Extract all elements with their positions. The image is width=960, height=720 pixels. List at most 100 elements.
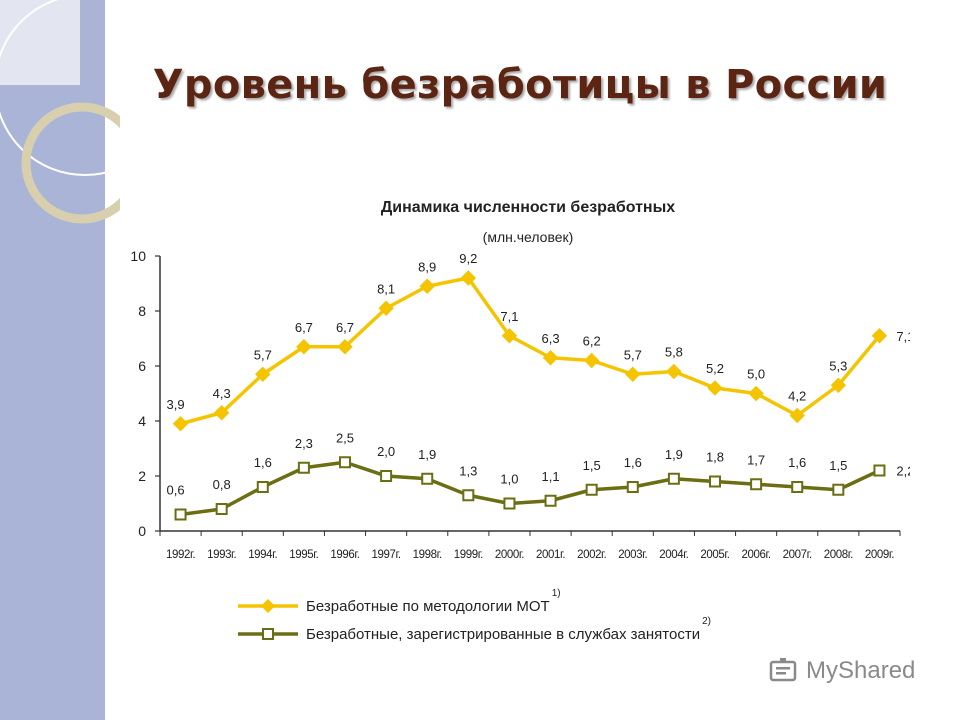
data-label: 5,8 — [665, 345, 683, 360]
data-label: 7,1 — [500, 309, 518, 324]
data-point-registered — [380, 470, 393, 482]
data-point-registered — [174, 508, 187, 521]
deco-ring-gold — [21, 102, 120, 224]
legend-marker-square — [262, 628, 274, 640]
data-point-registered — [832, 483, 845, 496]
data-label: 1,5 — [829, 458, 847, 473]
data-label: 4,2 — [788, 389, 806, 404]
data-label: 5,7 — [254, 347, 272, 362]
y-tick-label: 2 — [138, 468, 146, 484]
data-point-mot — [542, 350, 559, 366]
data-label: 0,8 — [213, 477, 231, 492]
data-label: 1,0 — [500, 472, 518, 487]
data-point-registered — [626, 481, 639, 493]
data-point-registered — [421, 472, 434, 485]
data-label: 2,5 — [336, 430, 354, 445]
x-tick-label: 1996г. — [330, 549, 359, 561]
x-tick-label: 1994г. — [248, 549, 277, 561]
deco-square — [0, 0, 80, 85]
data-label: 1,9 — [418, 447, 436, 462]
deco-ring-large — [0, 0, 120, 176]
legend-footnote-mark: 1) — [552, 588, 561, 599]
chart-axes: 0 2 4 6 8 10 1992г. 1993г. 1994г. 1995г. 1996г. 199… — [130, 248, 901, 561]
y-tick-label: 0 — [138, 523, 146, 539]
x-tick-label: 2006г. — [742, 549, 771, 561]
data-point-mot — [748, 385, 764, 402]
data-point-registered — [503, 497, 516, 510]
legend-footnote-mark: 2) — [702, 616, 711, 627]
y-tick-label: 6 — [138, 358, 146, 374]
data-label: 4,3 — [213, 386, 231, 401]
data-point-mot — [830, 377, 847, 393]
data-label: 1,6 — [788, 455, 806, 470]
data-point-mot — [255, 366, 271, 382]
data-point-mot — [378, 300, 394, 316]
data-label: 6,2 — [583, 334, 601, 349]
x-tick-label: 2000г. — [495, 549, 524, 561]
legend-label: Безработные, зарегистрированные в служба… — [306, 626, 700, 643]
x-tick-label: 2009г. — [865, 549, 894, 561]
x-tick-label: 1999г. — [454, 549, 483, 561]
data-label: 1,7 — [747, 452, 765, 467]
data-label: 1,9 — [665, 447, 683, 462]
x-tick-label: 1997г. — [372, 549, 401, 561]
data-point-mot — [460, 270, 477, 286]
data-point-mot — [337, 339, 353, 355]
data-point-mot — [296, 339, 312, 355]
data-point-mot — [419, 278, 435, 294]
data-label: 1,6 — [624, 455, 642, 470]
x-tick-label: 1995г. — [289, 549, 318, 561]
data-label: 6,7 — [336, 320, 354, 335]
x-tick-label: 1993г. — [207, 549, 236, 561]
decorative-rings — [0, 0, 120, 224]
data-label: 5,3 — [829, 358, 847, 373]
data-label: 0,6 — [167, 483, 185, 498]
data-point-mot — [172, 416, 189, 432]
x-tick-label: 2007г. — [783, 549, 812, 561]
x-tick-label: 1992г. — [166, 549, 195, 561]
data-label: 1,3 — [459, 463, 477, 478]
y-tick-label: 10 — [130, 248, 146, 264]
legend-marker-diamond — [261, 599, 275, 613]
data-point-mot — [789, 407, 805, 424]
y-tick-label: 8 — [138, 303, 146, 319]
data-label: 2,3 — [295, 436, 313, 451]
x-tick-label: 2004г. — [659, 549, 688, 561]
data-point-registered — [667, 472, 680, 485]
data-point-mot — [625, 366, 641, 382]
data-point-registered — [709, 475, 721, 488]
data-point-registered — [256, 481, 269, 493]
data-point-registered — [544, 494, 557, 507]
data-label: 5,7 — [624, 347, 642, 362]
x-tick-label: 2003г. — [618, 549, 647, 561]
x-tick-label: 1998г. — [413, 549, 442, 561]
data-point-registered — [585, 483, 598, 496]
data-label: 1,6 — [254, 455, 272, 470]
unemployment-chart: Динамика численности безработных (млн.че… — [130, 199, 910, 643]
data-label: 5,2 — [706, 361, 724, 376]
data-label: 2,0 — [377, 444, 395, 459]
series-line-1 — [180, 276, 881, 426]
data-label: 9,2 — [459, 251, 477, 266]
chart-title: Динамика численности безработных — [381, 199, 675, 216]
mobile-screen-icon — [769, 658, 797, 682]
data-label: 6,3 — [542, 331, 560, 346]
watermark-text: MyShared — [806, 657, 916, 684]
data-label: 8,1 — [377, 281, 395, 296]
data-point-registered — [791, 481, 804, 493]
x-tick-label: 2008г. — [824, 549, 853, 561]
chart-plot-area: 3,9 4,3 5,7 6,7 6,7 8,1 8,9 9,2 7,1 6,3 6,2 5,7 5,8 5… — [167, 251, 910, 521]
data-label: 2,2 — [896, 464, 910, 479]
data-label: 6,7 — [295, 320, 313, 335]
data-point-registered — [750, 478, 763, 491]
data-point-mot — [871, 328, 888, 344]
data-label: 5,0 — [747, 367, 765, 382]
data-label: 1,1 — [542, 469, 560, 484]
data-label: 1,8 — [706, 450, 724, 465]
data-point-mot — [707, 380, 723, 396]
slide-title: Уровень безработицы в России — [152, 62, 888, 108]
data-point-registered — [462, 489, 475, 502]
data-label: 1,5 — [583, 458, 601, 473]
data-point-mot — [666, 363, 682, 380]
